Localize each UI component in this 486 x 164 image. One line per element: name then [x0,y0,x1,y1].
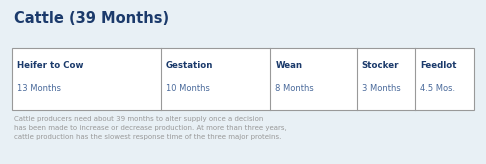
Text: Heifer to Cow: Heifer to Cow [17,61,84,70]
Text: Cattle producers need about 39 months to alter supply once a decision
has been m: Cattle producers need about 39 months to… [14,116,287,140]
Text: 4.5 Mos.: 4.5 Mos. [420,84,455,93]
Text: 13 Months: 13 Months [17,84,61,93]
Text: Stocker: Stocker [362,61,399,70]
Text: Wean: Wean [276,61,302,70]
Text: Cattle (39 Months): Cattle (39 Months) [14,11,169,26]
Text: 10 Months: 10 Months [166,84,209,93]
Text: 3 Months: 3 Months [362,84,400,93]
Text: Feedlot: Feedlot [420,61,457,70]
Text: 8 Months: 8 Months [276,84,314,93]
Text: Gestation: Gestation [166,61,213,70]
Bar [12,48,474,110]
